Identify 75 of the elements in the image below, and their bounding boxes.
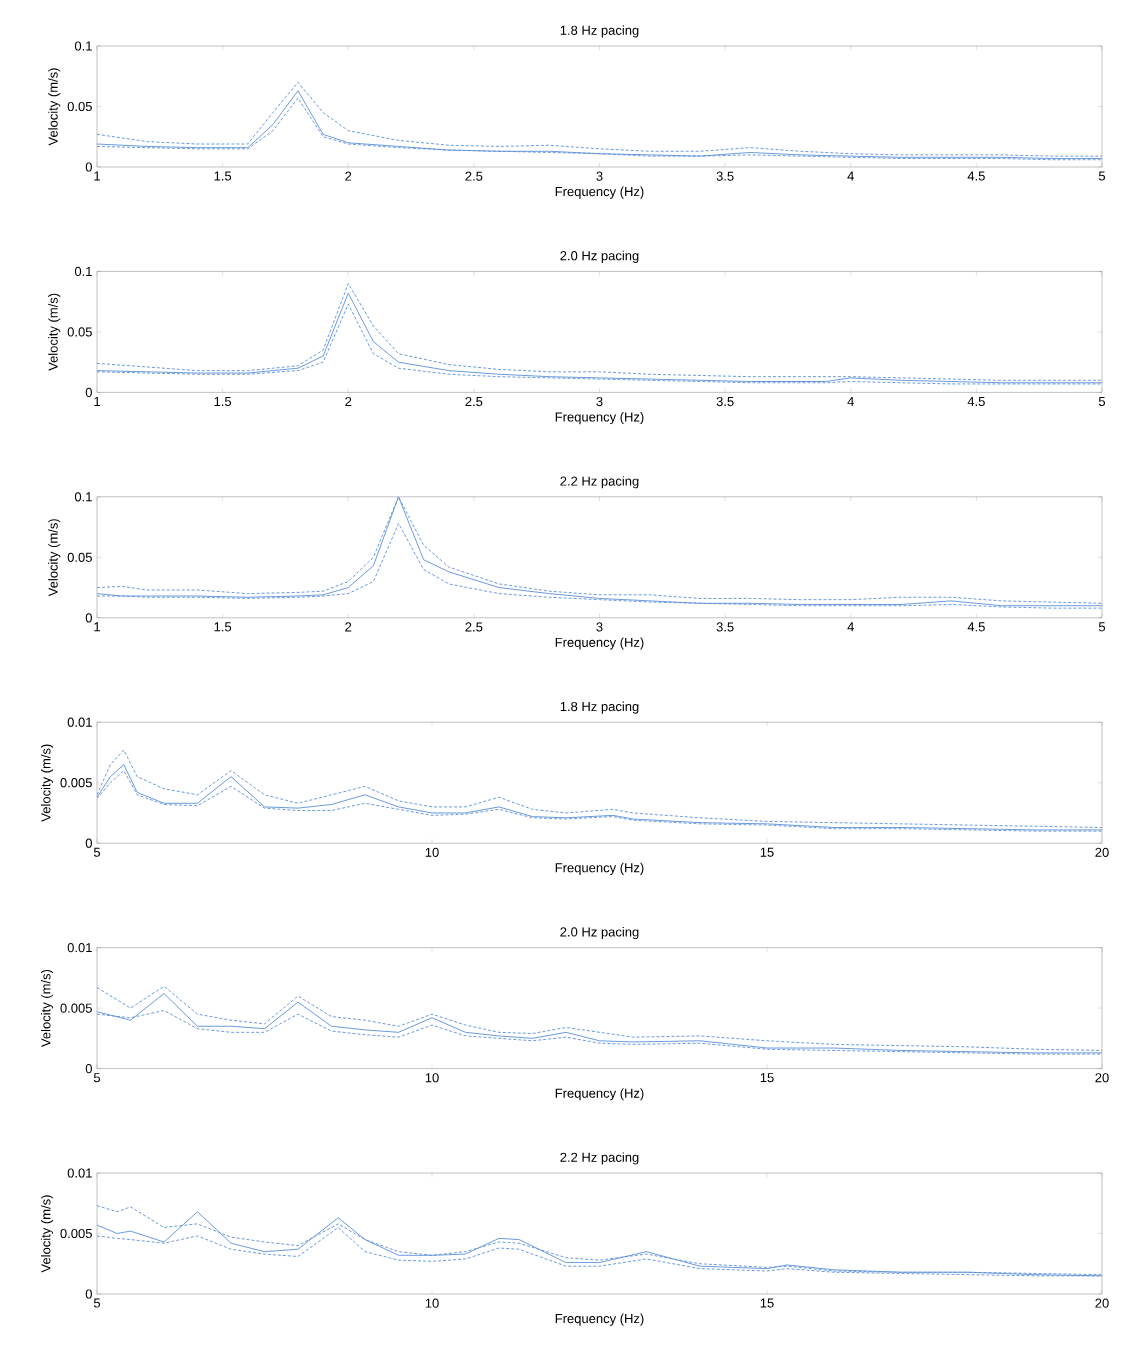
- chart-title: 1.8 Hz pacing: [560, 25, 639, 38]
- x-tick-label: 4: [847, 396, 854, 406]
- x-tick-label: 1: [94, 171, 100, 181]
- x-axis-title: Frequency (Hz): [555, 1088, 644, 1101]
- chart-title: 1.8 Hz pacing: [560, 701, 639, 714]
- y-tick-label: 0: [85, 162, 92, 172]
- y-tick-label: 0.1: [74, 492, 92, 502]
- x-tick-label: 20: [1095, 1298, 1109, 1308]
- x-tick-label: 10: [425, 847, 439, 857]
- y-tick-label: 0.01: [67, 717, 92, 727]
- x-tick-label: 3.5: [716, 622, 734, 632]
- x-axis-title: Frequency (Hz): [555, 862, 644, 875]
- x-tick-label: 15: [760, 1298, 774, 1308]
- chart-title: 2.2 Hz pacing: [560, 476, 639, 489]
- y-tick-label: 0: [85, 1064, 92, 1074]
- chart-title: 2.0 Hz pacing: [560, 926, 639, 940]
- x-tick-label: 15: [760, 847, 774, 857]
- y-tick-label: 0.05: [67, 101, 92, 112]
- x-tick-label: 20: [1095, 847, 1109, 857]
- y-tick-label: 0: [85, 1289, 92, 1299]
- x-tick-label: 3.5: [716, 396, 734, 407]
- x-tick-label: 1.5: [214, 622, 232, 632]
- y-tick-label: 0: [85, 387, 92, 397]
- chart-title: 2.2 Hz pacing: [560, 1152, 639, 1165]
- x-tick-label: 3: [596, 171, 603, 181]
- y-tick-label: 0.01: [67, 1168, 92, 1178]
- x-tick-label: 10: [425, 1073, 439, 1083]
- y-tick-label: 0.1: [74, 266, 92, 276]
- y-axis-title: Velocity (m/s): [40, 1195, 54, 1273]
- x-axis-title: Frequency (Hz): [555, 186, 644, 199]
- x-tick-label: 4.5: [967, 396, 985, 407]
- x-tick-label: 3: [596, 622, 603, 632]
- x-tick-label: 15: [760, 1073, 774, 1083]
- x-tick-label: 2.5: [465, 396, 483, 407]
- x-axis-title: Frequency (Hz): [555, 1313, 644, 1326]
- x-tick-label: 4.5: [967, 622, 985, 632]
- y-axis-title: Velocity (m/s): [40, 744, 54, 822]
- x-tick-label: 5: [93, 1073, 101, 1083]
- y-tick-label: 0.01: [67, 943, 92, 953]
- x-tick-label: 5: [93, 847, 101, 857]
- x-tick-label: 1.5: [214, 396, 232, 407]
- x-tick-label: 5: [93, 1298, 101, 1308]
- x-tick-label: 2.5: [465, 171, 483, 181]
- chart-title: 2.0 Hz pacing: [560, 250, 639, 263]
- x-tick-label: 4: [847, 622, 854, 632]
- y-axis-title: Velocity (m/s): [48, 68, 61, 146]
- y-axis-title: Velocity (m/s): [40, 969, 54, 1048]
- y-tick-label: 0: [85, 838, 92, 848]
- x-axis-title: Frequency (Hz): [555, 637, 644, 650]
- x-tick-label: 5: [1098, 171, 1106, 181]
- x-tick-label: 3: [596, 396, 603, 407]
- x-tick-label: 4.5: [967, 171, 985, 181]
- x-tick-label: 1: [94, 396, 100, 406]
- y-axis-title: Velocity (m/s): [48, 293, 61, 371]
- x-tick-label: 1: [94, 622, 100, 632]
- y-tick-label: 0.005: [60, 1003, 92, 1013]
- x-tick-label: 2: [345, 171, 352, 181]
- x-tick-label: 2: [345, 396, 352, 407]
- x-tick-label: 2.5: [465, 622, 483, 632]
- x-tick-label: 1.5: [214, 171, 232, 181]
- y-tick-label: 0.05: [67, 327, 92, 337]
- y-tick-label: 0: [85, 613, 92, 623]
- y-axis-title: Velocity (m/s): [48, 519, 61, 597]
- x-axis-title: Frequency (Hz): [555, 412, 644, 425]
- x-tick-label: 5: [1098, 622, 1106, 632]
- y-tick-label: 0.05: [67, 552, 92, 562]
- x-tick-label: 3.5: [716, 171, 734, 181]
- x-tick-label: 4: [847, 171, 854, 181]
- y-tick-label: 0.1: [74, 41, 92, 51]
- y-tick-label: 0.005: [60, 1228, 92, 1239]
- x-tick-label: 10: [425, 1298, 439, 1308]
- x-tick-label: 5: [1098, 396, 1106, 407]
- y-tick-label: 0.005: [60, 778, 92, 788]
- x-tick-label: 2: [345, 622, 352, 632]
- x-tick-label: 20: [1095, 1073, 1109, 1083]
